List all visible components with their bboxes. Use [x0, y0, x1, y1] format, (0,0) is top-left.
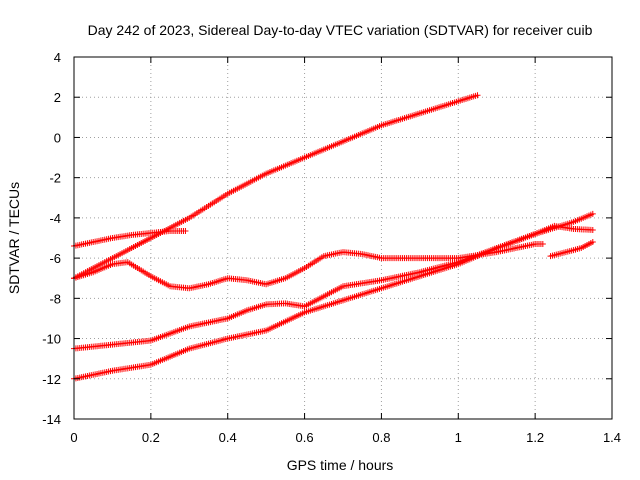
x-tick-label: 1.2 — [526, 430, 544, 445]
x-tick-label: 0 — [70, 430, 77, 445]
series-arc-rising-top — [71, 92, 481, 282]
y-tick-label: -10 — [42, 332, 61, 347]
x-tick-label: 0.2 — [142, 430, 160, 445]
y-tick-label: -6 — [49, 251, 61, 266]
y-tick-label: -14 — [42, 412, 61, 427]
plot-frame — [73, 56, 613, 420]
x-tick-label: 0.8 — [372, 430, 390, 445]
y-axis-label: SDTVAR / TECUs — [6, 182, 22, 294]
data-point — [589, 210, 596, 217]
x-tick-label: 0.4 — [219, 430, 237, 445]
y-tick-label: -4 — [49, 211, 61, 226]
data-point — [589, 226, 596, 233]
tick-labels: 0 0.2 0.4 0.6 0.8 1 1.2 1.4 -14 -12 -10 -8 -6 -4 -2 0 2 4 — [42, 50, 621, 445]
chart-title: Day 242 of 2023, Sidereal Day-to-day VTE… — [88, 22, 593, 38]
y-tick-label: 0 — [54, 130, 61, 145]
data-point — [182, 227, 189, 234]
data-point — [539, 241, 546, 248]
y-tick-label: -8 — [49, 291, 61, 306]
x-tick-label: 1 — [455, 430, 462, 445]
series-arc-wavy — [71, 241, 546, 292]
series-arc-low — [71, 210, 596, 382]
y-tick-label: -12 — [42, 372, 61, 387]
data-point — [474, 92, 481, 99]
x-tick-label: 0.6 — [296, 430, 314, 445]
series-arc-mid — [71, 222, 596, 352]
x-tick-label: 1.4 — [603, 430, 621, 445]
tick-marks — [73, 56, 613, 420]
data-point — [589, 239, 596, 246]
series-arc-late — [547, 239, 596, 260]
data-markers — [71, 92, 596, 382]
y-tick-label: 4 — [54, 50, 61, 65]
x-axis-label: GPS time / hours — [287, 457, 394, 473]
y-tick-label: 2 — [54, 90, 61, 105]
y-tick-label: -2 — [49, 171, 61, 186]
series-arc-flat-early — [71, 227, 189, 250]
